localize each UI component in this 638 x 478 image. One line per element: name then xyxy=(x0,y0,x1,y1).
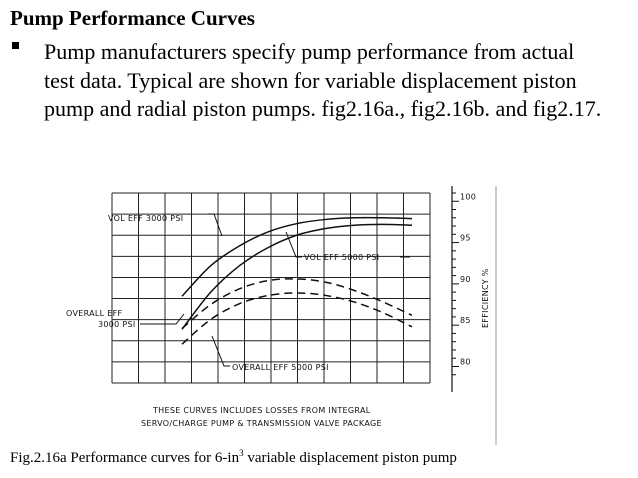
caption-text: Fig.2.16a Performance curves for 6-in xyxy=(10,450,240,466)
y-axis-label: EFFICIENCY % xyxy=(481,268,490,328)
leader-overall-eff-5000 xyxy=(211,335,230,367)
y-tick-label: 90 xyxy=(460,275,471,284)
chart-note-line: THESE CURVES INCLUDES LOSSES FROM INTEGR… xyxy=(152,406,371,415)
caption-text-end: variable displacement piston pump xyxy=(243,450,457,466)
y-tick-label: 100 xyxy=(460,192,476,201)
chart-note-line: SERVO/CHARGE PUMP & TRANSMISSION VALVE P… xyxy=(141,419,382,428)
label-vol-eff-5000: VOL EFF 5000 PSI xyxy=(304,253,379,262)
label-overall-eff-5000: OVERALL EFF 5000 PSI xyxy=(232,363,329,372)
overall-eff-5000-curve xyxy=(181,292,413,345)
label-overall-eff-3000-line1: OVERALL EFF xyxy=(66,309,123,318)
label-overall-eff-3000-line2: 3000 PSI xyxy=(98,320,136,329)
leader-overall-eff-3000 xyxy=(140,313,185,325)
chart-grid xyxy=(111,192,431,384)
bullet-marker xyxy=(12,42,19,49)
chart-series xyxy=(181,216,413,345)
y-tick-label: 85 xyxy=(460,316,471,325)
figure-caption: Fig.2.16a Performance curves for 6-in3 v… xyxy=(10,448,457,467)
chart-note: THESE CURVES INCLUDES LOSSES FROM INTEGR… xyxy=(141,406,382,428)
vol-eff-3000-curve xyxy=(181,216,413,297)
vol-eff-5000-curve xyxy=(181,223,413,330)
slide-title: Pump Performance Curves xyxy=(10,6,255,30)
efficiency-axis: 80 85 90 95 100 EFFICIENCY % xyxy=(451,186,497,445)
chart-labels: VOL EFF 3000 PSI VOL EFF 5000 PSI OVERALL … xyxy=(66,213,410,372)
leader-vol-eff-5000 xyxy=(285,231,302,258)
caption-superscript: 3 xyxy=(239,448,244,458)
y-tick-label: 95 xyxy=(460,234,471,243)
label-vol-eff-3000: VOL EFF 3000 PSI xyxy=(108,214,183,223)
leader-vol-eff-3000 xyxy=(208,213,223,237)
bullet-text: Pump manufacturers specify pump performa… xyxy=(44,39,602,121)
y-tick-label: 80 xyxy=(460,357,471,366)
overall-eff-3000-curve xyxy=(181,278,413,330)
